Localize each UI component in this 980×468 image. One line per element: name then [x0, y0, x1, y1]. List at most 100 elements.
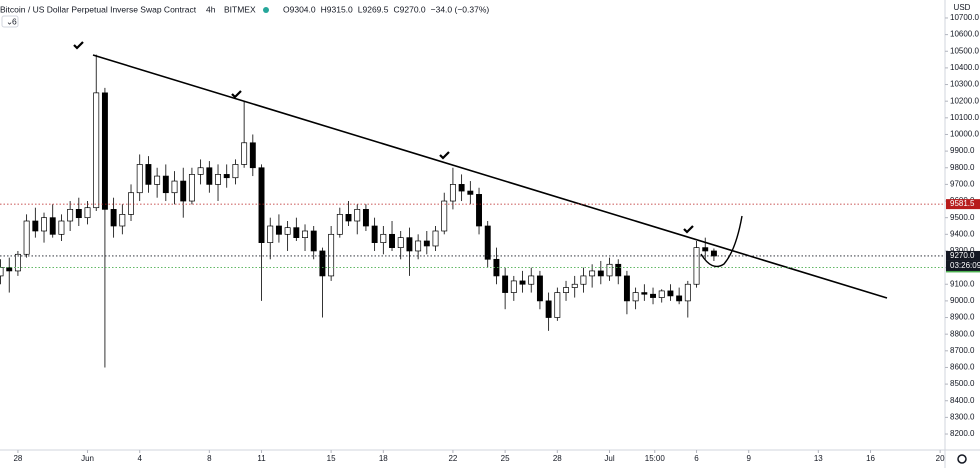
candle-body: [554, 292, 561, 318]
candle: [128, 184, 134, 222]
candle-body: [275, 225, 282, 235]
drawn-curve: [700, 215, 743, 268]
y-tick-label: 9900.0: [950, 146, 975, 155]
candle-body: [389, 233, 395, 248]
candle: [389, 221, 395, 251]
candle-body: [449, 184, 456, 202]
candle-body: [432, 230, 439, 247]
candle: [528, 267, 535, 293]
candle-body: [702, 247, 709, 252]
candle: [23, 214, 30, 258]
candle: [275, 214, 282, 243]
candle-body: [302, 230, 308, 238]
candle-body: [623, 275, 630, 302]
candle: [458, 174, 465, 202]
y-tick-label: 9400.0: [950, 229, 975, 238]
candle: [154, 167, 161, 198]
candle: [302, 224, 308, 251]
candle: [162, 164, 169, 202]
candle: [284, 221, 291, 251]
candle-body: [676, 295, 683, 302]
candle: [432, 225, 439, 251]
candle: [310, 225, 317, 260]
candle-body: [154, 175, 161, 185]
candle-body: [145, 164, 152, 185]
interval: 4h: [206, 4, 216, 14]
candle: [658, 289, 665, 303]
candle: [206, 161, 213, 193]
candle-body: [606, 263, 613, 277]
price-label: 9270.0: [950, 251, 975, 260]
candle: [571, 275, 578, 298]
candle-body: [215, 174, 221, 185]
interval-menu-value: 6: [12, 16, 17, 26]
candle-body: [536, 275, 543, 302]
x-tick-label: 28: [13, 454, 22, 463]
candle: [32, 207, 39, 238]
candle: [397, 230, 404, 260]
countdown-box: [946, 260, 980, 271]
gear[interactable]: [957, 454, 967, 464]
legend-value: H9315.0: [321, 4, 353, 14]
y-tick-label: 10500.0: [950, 46, 979, 55]
check-mark: [231, 90, 242, 99]
x-tick-label: 20: [936, 454, 945, 463]
settings-icon[interactable]: [957, 454, 967, 464]
candle: [676, 287, 683, 305]
candle: [119, 204, 126, 235]
candle-body: [528, 275, 535, 285]
y-tick-label: 8900.0: [950, 313, 975, 322]
y-tick-label: 10000.0: [950, 130, 979, 139]
x-tick-label: 13: [814, 454, 823, 463]
candle: [336, 207, 343, 238]
candle: [519, 270, 526, 293]
candle: [650, 287, 656, 305]
candle-body: [693, 247, 700, 285]
candle: [223, 164, 230, 188]
symbol-title: Bitcoin / US Dollar Perpetual Inverse Sw…: [0, 4, 197, 14]
candle-body: [641, 292, 648, 295]
candle: [14, 250, 21, 276]
candle: [215, 164, 221, 202]
candle-body: [223, 174, 230, 179]
candle: [241, 101, 248, 168]
candle-body: [119, 213, 126, 227]
candle: [406, 227, 413, 276]
candle: [345, 201, 352, 226]
check-mark: [683, 225, 694, 234]
candle-body: [188, 174, 195, 202]
candle-body: [415, 240, 422, 252]
legend-value: C9270.0: [394, 4, 426, 14]
candle: [75, 197, 82, 226]
candle-body: [267, 225, 274, 243]
candle-body: [162, 175, 169, 194]
x-tick-label: 16: [866, 454, 875, 463]
candle: [380, 225, 387, 255]
x-tick-label: 6: [694, 454, 699, 463]
candle-body: [580, 275, 587, 285]
candle: [580, 267, 587, 293]
candle-body: [232, 164, 239, 179]
candle-body: [249, 142, 256, 169]
candle-body: [0, 267, 4, 277]
price-label-box: [946, 250, 980, 261]
candle: [197, 159, 204, 185]
candle: [484, 221, 491, 268]
candle-body: [571, 283, 578, 288]
candle-body: [293, 227, 300, 238]
candle: [267, 217, 274, 260]
candle-body: [75, 209, 82, 219]
y-tick-label: 8200.0: [950, 429, 975, 438]
interval-menu[interactable]: [1, 15, 19, 28]
candle: [101, 87, 108, 368]
candle: [328, 225, 335, 281]
candle-body: [110, 209, 117, 227]
y-tick-label: 9800.0: [950, 163, 975, 172]
candle-body: [484, 225, 491, 260]
candle-body: [467, 190, 474, 195]
x-tick-label: 22: [448, 454, 457, 463]
interval-menu-arrow: ⌄: [6, 16, 13, 26]
candle-body: [128, 192, 134, 215]
candle-body: [336, 213, 343, 235]
